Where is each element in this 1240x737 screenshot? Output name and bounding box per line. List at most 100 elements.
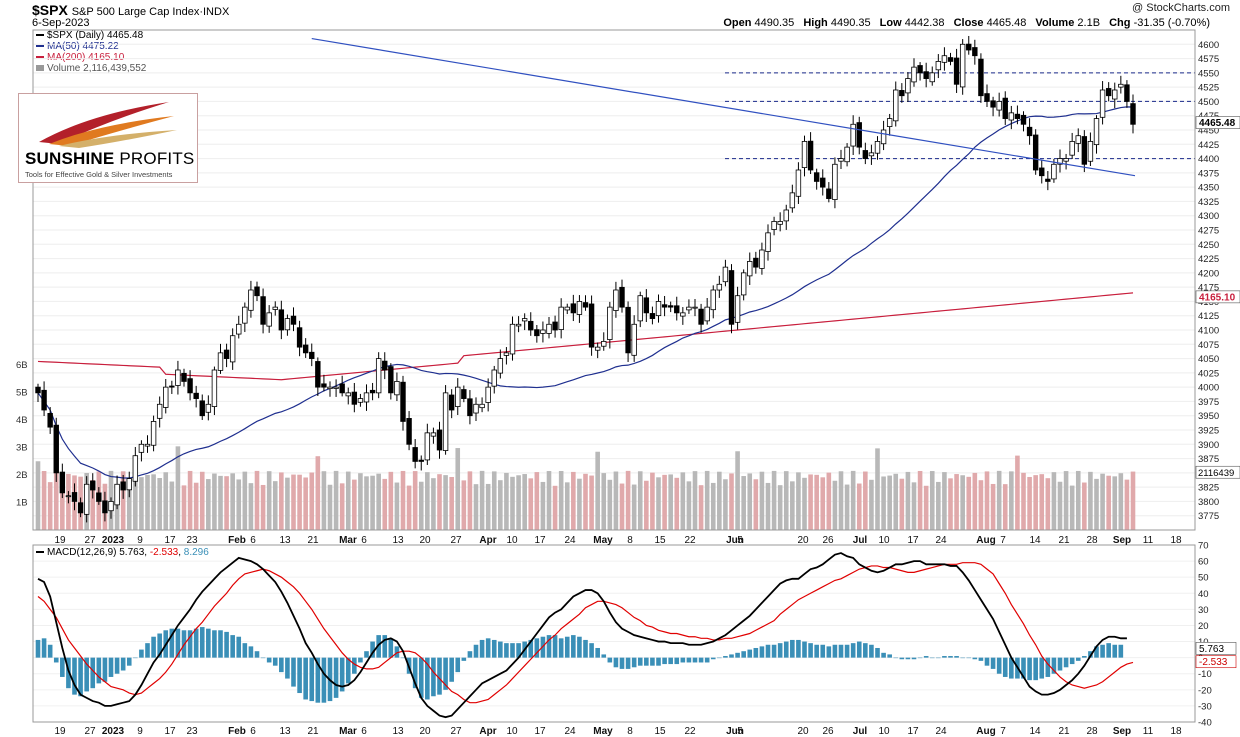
price-tick-label: 4450 bbox=[1198, 126, 1219, 137]
volume-bar bbox=[1033, 475, 1038, 530]
macd-tick-label: -40 bbox=[1198, 718, 1212, 729]
macd-hist-bar bbox=[230, 635, 235, 658]
candle-body bbox=[728, 270, 735, 325]
price-tick-label: 4525 bbox=[1198, 83, 1219, 94]
volume-bar bbox=[431, 478, 436, 530]
legend-ma200-text: MA(200) 4165.10 bbox=[47, 52, 125, 63]
volume-bar bbox=[972, 472, 978, 530]
macd-hist-bar bbox=[1033, 657, 1038, 681]
candle-body bbox=[150, 421, 157, 446]
macd-hist-bar bbox=[984, 657, 990, 666]
macd-hist-bar bbox=[571, 635, 576, 658]
candle-body bbox=[1112, 89, 1118, 100]
price-tick-label: 3775 bbox=[1198, 511, 1219, 522]
macd-hist-bar bbox=[850, 643, 856, 658]
macd-x-tick-label: Mar bbox=[339, 726, 357, 737]
candle-body bbox=[236, 323, 242, 335]
high-label: High bbox=[803, 17, 828, 29]
candle-body bbox=[649, 313, 656, 319]
volume-bar bbox=[668, 474, 673, 530]
candle-body bbox=[278, 309, 285, 331]
price-tick-label: 3900 bbox=[1198, 440, 1219, 451]
macd-hist-bar bbox=[936, 657, 941, 659]
x-tick-label: 22 bbox=[684, 535, 696, 546]
macd-hist-bar bbox=[370, 641, 375, 658]
candle-body bbox=[698, 308, 704, 325]
macd-hist-bar bbox=[668, 657, 673, 665]
macd-hist-bar bbox=[625, 657, 631, 669]
macd-hist-bar bbox=[601, 654, 607, 658]
volume-bar bbox=[151, 474, 156, 530]
volume-bar bbox=[145, 474, 150, 530]
candle-body bbox=[1124, 84, 1130, 102]
candle-body bbox=[217, 352, 224, 371]
volume-bar bbox=[412, 471, 418, 530]
candle-body bbox=[1075, 135, 1081, 144]
macd-hist-bar bbox=[753, 647, 759, 658]
candle-body bbox=[801, 141, 808, 169]
candle-body bbox=[753, 257, 759, 268]
candle-body bbox=[65, 495, 72, 498]
volume-bar bbox=[1075, 470, 1081, 530]
candle-body bbox=[929, 72, 935, 83]
candle-body bbox=[1051, 163, 1057, 180]
x-tick-label: 15 bbox=[654, 535, 666, 546]
macd-x-tick-label: 24 bbox=[935, 726, 947, 737]
macd-legend-macd: 5.763 bbox=[119, 547, 145, 558]
candle-body bbox=[838, 158, 844, 162]
macd-hist-bar bbox=[741, 651, 746, 658]
volume-bar bbox=[917, 470, 923, 530]
volume-bar bbox=[692, 471, 698, 530]
macd-hist-bar bbox=[844, 644, 850, 658]
volume-bar bbox=[47, 482, 53, 530]
candle-body bbox=[509, 323, 516, 355]
macd-hist-bar bbox=[47, 644, 53, 658]
macd-x-tick-label: 17 bbox=[907, 726, 919, 737]
macd-hist-bar bbox=[631, 657, 637, 668]
legend-volume: Volume 2,116,439,552 bbox=[36, 63, 146, 74]
volume-bar bbox=[571, 471, 576, 530]
candle-body bbox=[990, 100, 996, 108]
volume-bar bbox=[291, 474, 296, 530]
candle-body bbox=[35, 386, 41, 394]
price-tick-label: 4050 bbox=[1198, 354, 1219, 365]
candle-body bbox=[984, 93, 990, 102]
candle-body bbox=[868, 152, 875, 157]
volume-bar bbox=[875, 448, 880, 530]
macd-hist-bar bbox=[461, 657, 467, 661]
macd-hist-bar bbox=[577, 636, 582, 658]
x-tick-label: Sep bbox=[1113, 535, 1131, 546]
volume-label: Volume bbox=[1035, 17, 1075, 29]
candle-body bbox=[911, 66, 917, 83]
price-tick-label: 3825 bbox=[1198, 483, 1219, 494]
candle-body bbox=[886, 118, 893, 127]
volume-bar bbox=[996, 470, 1002, 530]
macd-hist-bar bbox=[893, 657, 899, 659]
volume-bar bbox=[631, 484, 637, 530]
candle-body bbox=[515, 323, 522, 327]
volume-bar bbox=[1039, 474, 1045, 530]
x-tick-label: 14 bbox=[1029, 535, 1041, 546]
volume-bar bbox=[224, 476, 229, 530]
macd-hist-bar bbox=[510, 643, 515, 658]
price-tick-label: 4125 bbox=[1198, 311, 1219, 322]
macd-hist-bar bbox=[680, 657, 686, 663]
price-tick-label: 4300 bbox=[1198, 211, 1219, 222]
candle-body bbox=[351, 391, 358, 405]
macd-hist-bar bbox=[960, 657, 965, 659]
volume-bar bbox=[1118, 473, 1124, 530]
candle-body bbox=[996, 101, 1002, 111]
x-tick-label: 5 bbox=[737, 535, 743, 546]
candle-body bbox=[132, 455, 139, 482]
volume-bar bbox=[297, 474, 302, 530]
candle-body bbox=[923, 71, 929, 79]
close-value: 4465.48 bbox=[986, 17, 1027, 29]
macd-x-tick-label: 22 bbox=[684, 726, 696, 737]
macd-tag: 5.763 bbox=[1199, 644, 1224, 655]
candle-body bbox=[254, 286, 260, 297]
volume-bar bbox=[279, 472, 284, 530]
macd-hist-bar bbox=[485, 638, 491, 658]
macd-hist-bar bbox=[418, 657, 424, 698]
candle-body bbox=[1118, 83, 1124, 88]
chart-date: 6-Sep-2023 bbox=[32, 17, 90, 29]
